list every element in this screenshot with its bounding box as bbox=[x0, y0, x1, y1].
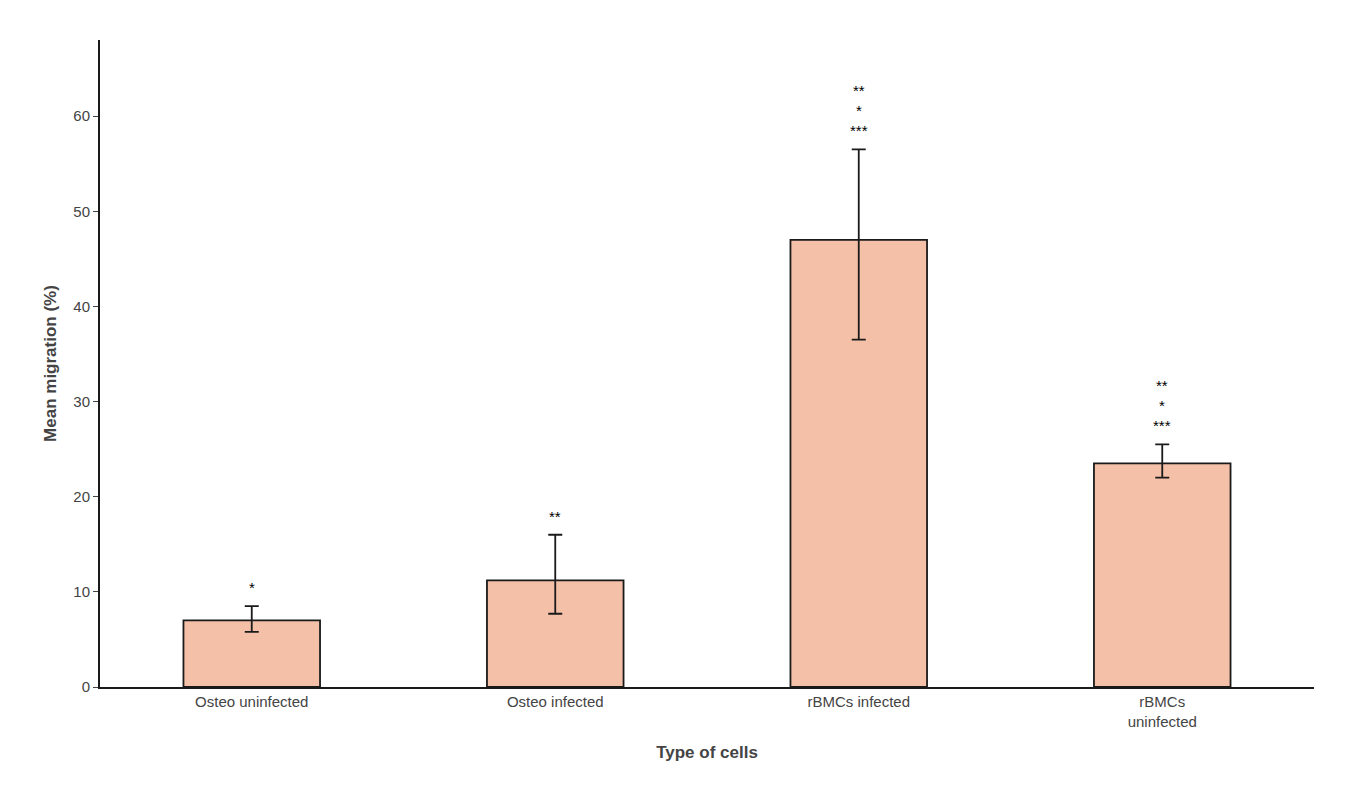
svg-text:60: 60 bbox=[73, 107, 90, 124]
svg-text:rBMCs infected: rBMCs infected bbox=[807, 693, 910, 710]
svg-text:**: ** bbox=[853, 82, 865, 99]
svg-text:**: ** bbox=[1156, 377, 1168, 394]
svg-text:40: 40 bbox=[73, 298, 90, 315]
svg-text:**: ** bbox=[549, 508, 561, 525]
svg-text:30: 30 bbox=[73, 393, 90, 410]
svg-text:20: 20 bbox=[73, 488, 90, 505]
svg-text:***: *** bbox=[850, 122, 868, 139]
svg-text:50: 50 bbox=[73, 203, 90, 220]
svg-text:0: 0 bbox=[82, 678, 90, 695]
svg-text:*: * bbox=[856, 102, 862, 119]
svg-text:Osteo uninfected: Osteo uninfected bbox=[195, 693, 308, 710]
svg-text:10: 10 bbox=[73, 583, 90, 600]
svg-text:Osteo infected: Osteo infected bbox=[507, 693, 604, 710]
svg-text:Mean migration (%): Mean migration (%) bbox=[41, 285, 60, 442]
svg-text:***: *** bbox=[1153, 417, 1171, 434]
svg-text:*: * bbox=[1159, 397, 1165, 414]
svg-text:*: * bbox=[249, 579, 255, 596]
svg-text:rBMCsuninfected: rBMCsuninfected bbox=[1128, 693, 1197, 730]
svg-text:Type of cells: Type of cells bbox=[656, 743, 758, 762]
